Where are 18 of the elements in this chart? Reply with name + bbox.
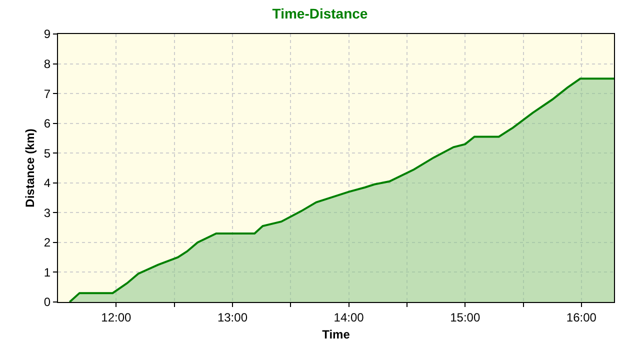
y-tick-label: 2	[44, 236, 51, 250]
y-tick-label: 3	[44, 206, 51, 220]
x-tick-label: 14:00	[334, 310, 364, 324]
y-tick-label: 7	[44, 86, 51, 101]
y-tick-label: 1	[44, 265, 51, 280]
chart-title: Time-Distance	[272, 6, 368, 22]
x-axis-title: Time	[322, 327, 350, 342]
x-tick-label: 12:00	[101, 310, 132, 324]
y-tick-label: 6	[44, 116, 51, 131]
y-axis-title: Distance (km)	[23, 128, 38, 208]
y-tick-label: 8	[44, 56, 51, 71]
x-tick-label: 16:00	[566, 310, 597, 324]
y-tick-label: 9	[44, 27, 51, 42]
y-tick-label: 0	[44, 295, 51, 310]
x-tick-label: 13:00	[217, 310, 248, 324]
y-tick-label: 4	[44, 176, 51, 190]
y-tick-label: 5	[44, 146, 51, 160]
x-tick-label: 15:00	[450, 310, 480, 324]
